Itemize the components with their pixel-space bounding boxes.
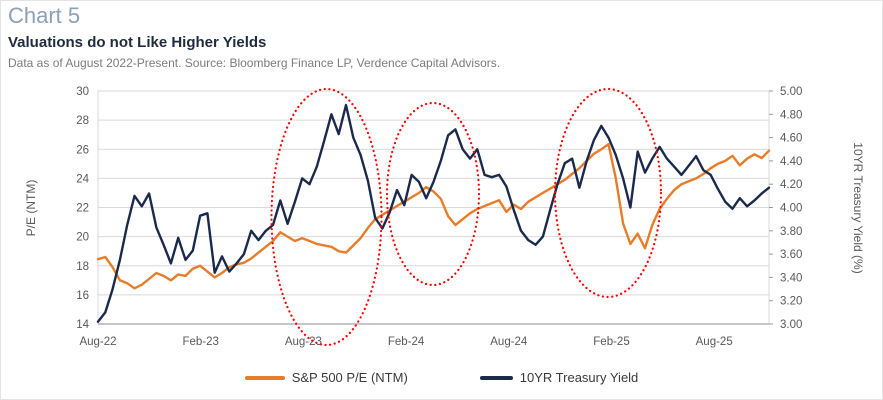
highlight-ellipse-yield-spike-early-2025 [553,87,663,299]
right-axis-tick-label: 3.80 [780,226,802,238]
x-axis-tick-label: Feb-23 [182,336,218,348]
x-axis-tick-label: Feb-24 [388,336,425,348]
x-axis-tick-label: Aug-22 [79,336,116,348]
sp500-pe-legend-label: S&P 500 P/E (NTM) [291,370,408,385]
right-axis-tick-label: 5.00 [780,86,802,98]
legend-item-sp500-pe: S&P 500 P/E (NTM) [244,370,408,385]
highlight-ellipse-yield-spike-spring-2024 [385,101,481,287]
left-axis-tick-label: 20 [76,232,89,244]
right-axis-tick-label: 4.80 [780,109,802,121]
left-axis-tick-label: 22 [76,203,89,215]
treasury-yield-line [96,103,771,323]
x-axis-tick-label: Feb-25 [593,336,629,348]
right-axis-tick-label: 3.40 [780,272,802,284]
left-axis-tick-label: 14 [76,319,89,331]
left-axis-tick-label: 24 [76,173,89,185]
x-axis-tick-label: Aug-23 [285,336,322,348]
legend: S&P 500 P/E (NTM) 10YR Treasury Yield [1,370,882,385]
x-axis-tick-label: Aug-24 [490,336,528,348]
treasury-yield-swatch [479,375,513,380]
legend-item-treasury-yield: 10YR Treasury Yield [479,370,639,385]
chart-title: Valuations do not Like Higher Yields [8,34,267,51]
right-axis-tick-label: 3.60 [780,249,802,261]
left-axis-tick-label: 18 [76,261,89,273]
right-axis-tick-label: 3.20 [780,296,802,308]
x-axis-tick-label: Aug-25 [696,336,733,348]
highlight-ellipse-yield-spike-late-2023 [270,87,383,347]
right-axis-tick-label: 4.60 [780,133,802,145]
left-axis-tick-label: 28 [76,115,89,127]
left-axis-tick-label: 26 [76,144,89,156]
sp500-pe-swatch [244,375,285,380]
right-axis-tick-label: 4.20 [780,179,802,191]
chart-number-title: Chart 5 [8,3,81,28]
right-axis-tick-label: 3.00 [780,319,802,331]
sp500-pe-line [96,142,771,290]
chart-source-note: Data as of August 2022-Present. Source: … [8,56,501,70]
left-axis-tick-label: 30 [76,86,89,98]
left-axis-tick-label: 16 [76,290,89,302]
treasury-yield-legend-label: 10YR Treasury Yield [519,370,639,385]
right-axis-tick-label: 4.00 [780,203,802,215]
right-axis-tick-label: 4.40 [780,156,802,168]
